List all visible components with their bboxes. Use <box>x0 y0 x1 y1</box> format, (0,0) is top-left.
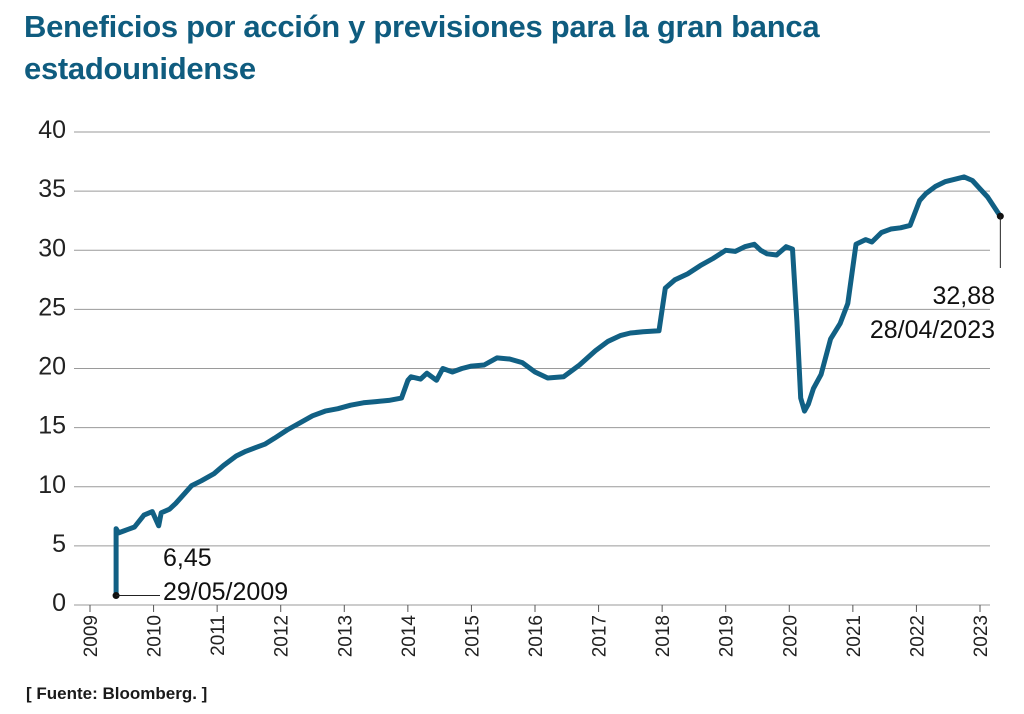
y-tick-label: 0 <box>52 589 66 617</box>
x-tick-label: 2014 <box>399 615 420 658</box>
y-tick-label: 40 <box>38 116 66 144</box>
source-note: [ Fuente: Bloomberg. ] <box>26 684 208 703</box>
x-tick-label: 2011 <box>208 615 229 656</box>
chart-title: Beneficios por acción y previsiones para… <box>24 9 820 86</box>
x-tick-label: 2023 <box>971 615 992 657</box>
y-tick-label: 5 <box>52 530 66 558</box>
start-value-label: 6,45 <box>163 544 212 572</box>
x-tick-label: 2009 <box>81 615 102 657</box>
x-axis-ticks: 2009 2010 2011 2012 2013 2014 2015 2016 2017 2018… <box>81 605 992 657</box>
series-line-0 <box>113 174 1003 598</box>
y-tick-label: 20 <box>38 353 66 381</box>
x-tick-label: 2019 <box>717 615 738 657</box>
y-tick-label: 25 <box>38 293 66 321</box>
y-tick-label: 30 <box>38 234 66 262</box>
y-axis-ticks: 0 5 10 15 20 25 30 35 40 <box>38 116 66 617</box>
x-tick-label: 2016 <box>526 615 547 657</box>
x-tick-label: 2015 <box>462 615 483 657</box>
x-tick-label: 2018 <box>653 615 674 657</box>
x-tick-label: 2021 <box>844 615 865 657</box>
x-tick-label: 2012 <box>272 615 293 657</box>
end-date-label: 28/04/2023 <box>870 316 995 344</box>
series-layer <box>113 174 1003 598</box>
x-tick-label: 2013 <box>335 615 356 657</box>
x-tick-label: 2020 <box>780 615 801 657</box>
start-date-label: 29/05/2009 <box>163 578 288 606</box>
y-tick-label: 35 <box>38 175 66 203</box>
x-tick-label: 2022 <box>907 615 928 657</box>
y-tick-label: 10 <box>38 471 66 499</box>
x-tick-label: 2010 <box>145 615 166 657</box>
x-tick-label: 2017 <box>590 615 611 657</box>
gridlines <box>74 131 990 606</box>
end-value-label: 32,88 <box>932 282 995 310</box>
annotations: 6,45 29/05/2009 32,88 28/04/2023 <box>112 212 1004 606</box>
y-tick-label: 15 <box>38 412 66 440</box>
